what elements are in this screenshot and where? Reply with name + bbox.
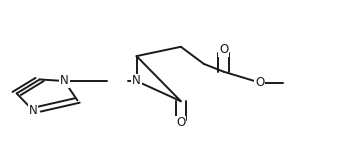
Text: O: O	[255, 76, 264, 89]
Text: O: O	[176, 116, 185, 129]
Text: N: N	[60, 75, 69, 87]
Text: N: N	[29, 104, 38, 117]
Text: N: N	[132, 75, 141, 87]
Text: O: O	[219, 43, 228, 56]
